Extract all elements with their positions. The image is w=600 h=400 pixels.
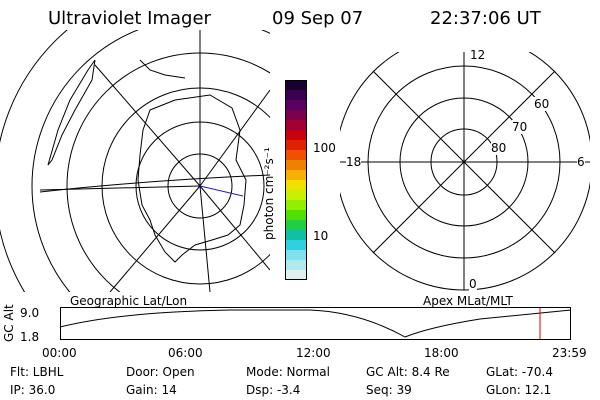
colorbar-segment: [285, 260, 307, 271]
mode-info: Mode: Normal: [246, 365, 330, 379]
colorbar-segment: [285, 150, 307, 161]
seq-info: Seq: 39: [366, 383, 412, 397]
meridian-line: [94, 64, 201, 187]
mlat-label-70: 70: [512, 120, 528, 134]
meridian-line: [199, 185, 211, 292]
mlat-ring-50: [340, 52, 590, 291]
mlat-label-80: 80: [491, 141, 507, 155]
geographic-map: [0, 30, 270, 292]
coastline: [47, 59, 96, 166]
altitude-timeline: [60, 307, 572, 340]
dsp-info: Dsp: -3.4: [246, 383, 301, 397]
timeline-axis-label: GC Alt: [2, 304, 16, 342]
date-label: 09 Sep 07: [272, 8, 364, 29]
colorbar-segment: [285, 170, 307, 181]
timeline-frame: [60, 307, 571, 340]
app-title: Ultraviolet Imager: [48, 8, 211, 29]
colorbar-segment: [285, 90, 307, 101]
mlat-label-60: 60: [534, 97, 550, 111]
meridian-line: [199, 89, 270, 187]
mlt-label-12: 12: [470, 48, 486, 62]
colorbar-segment: [285, 230, 307, 241]
glon-info: GLon: 12.1: [486, 383, 552, 397]
timeline-tick-2359: 23:59: [552, 346, 587, 360]
colorbar-tick-100: 100: [313, 141, 336, 155]
colorbar: [285, 80, 307, 280]
altitude-curve: [60, 309, 572, 338]
colorbar-segment: [285, 250, 307, 261]
colorbar-segment: [285, 140, 307, 151]
gc-alt-info: GC Alt: 8.4 Re: [366, 365, 450, 379]
timeline-tick-1200: 12:00: [296, 346, 331, 360]
colorbar-segment: [285, 110, 307, 121]
colorbar-segment: [285, 220, 307, 231]
right-panel-label: Apex MLat/MLT: [423, 294, 513, 308]
magnetic-polar-plot: [340, 52, 590, 291]
mlt-diagonal: [372, 70, 556, 254]
horizon-curve: [39, 174, 270, 193]
colorbar-segment: [285, 80, 307, 91]
filter-info: Flt: LBHL: [10, 365, 64, 379]
time-label: 22:37:06 UT: [430, 8, 541, 29]
meridian-line: [199, 185, 270, 271]
ip-info: IP: 36.0: [10, 383, 56, 397]
colorbar-segment: [285, 200, 307, 211]
antarctica-coast: [137, 94, 247, 263]
colorbar-segment: [285, 270, 307, 280]
colorbar-frame: [285, 80, 307, 280]
gain-info: Gain: 14: [126, 383, 177, 397]
door-info: Door: Open: [126, 365, 195, 379]
mlt-label-18: 18: [346, 155, 362, 169]
timeline-y-top: 9.0: [20, 306, 40, 320]
left-panel-label: Geographic Lat/Lon: [70, 294, 188, 308]
timeline-tick-0600: 06:00: [168, 346, 203, 360]
colorbar-segment: [285, 210, 307, 221]
timeline-y-bottom: 1.8: [20, 330, 40, 344]
colorbar-segment: [285, 100, 307, 111]
coastline: [139, 59, 186, 79]
lat-ring: [0, 30, 68, 292]
colorbar-segment: [285, 240, 307, 251]
colorbar-segment: [285, 120, 307, 131]
colorbar-tick-10: 10: [313, 229, 329, 243]
colorbar-unit-label: photon cm⁻²s⁻¹: [262, 147, 276, 240]
lat-ring: [31, 30, 270, 292]
mlt-label-0: 0: [469, 277, 477, 291]
glat-info: GLat: -70.4: [486, 365, 553, 379]
colorbar-segment: [285, 130, 307, 141]
timeline-tick-1800: 18:00: [424, 346, 459, 360]
colorbar-segment: [285, 180, 307, 191]
timeline-tick-0000: 00:00: [42, 346, 77, 360]
colorbar-segment: [285, 160, 307, 171]
colorbar-segment: [285, 190, 307, 201]
meridian-line: [109, 185, 201, 292]
satellite-track: [199, 185, 244, 197]
mlt-label-6: 6: [577, 155, 585, 169]
